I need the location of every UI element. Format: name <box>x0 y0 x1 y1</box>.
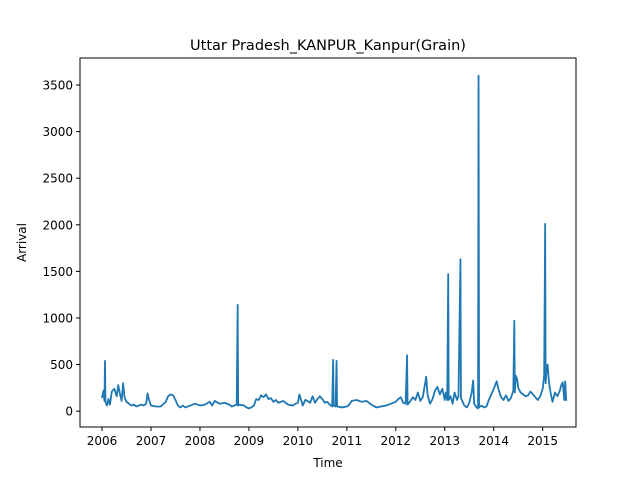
plot-area <box>79 57 577 428</box>
y-axis: 0 500 1000 1500 2000 2500 3000 3500 <box>42 79 80 419</box>
chart-title: Uttar Pradesh_KANPUR_Kanpur(Grain) <box>190 38 466 54</box>
x-tick-label: 2010 <box>283 434 314 448</box>
y-tick-label: 2500 <box>42 172 73 186</box>
x-tick-label: 2013 <box>430 434 461 448</box>
y-tick-label: 1000 <box>42 311 73 325</box>
x-tick-label: 2012 <box>381 434 412 448</box>
x-tick-label: 2007 <box>136 434 167 448</box>
x-tick-label: 2015 <box>527 434 558 448</box>
y-tick-label: 1500 <box>42 265 73 279</box>
series-line-arrival <box>101 74 568 410</box>
y-tick-label: 2000 <box>42 218 73 232</box>
x-axis-label: Time <box>312 456 342 470</box>
y-tick-label: 3000 <box>42 125 73 139</box>
x-tick-label: 2009 <box>234 434 265 448</box>
plot-background <box>80 58 576 427</box>
y-tick-label: 0 <box>65 405 73 419</box>
y-axis-label: Arrival <box>15 223 29 262</box>
y-tick-label: 3500 <box>42 79 73 93</box>
y-tick-label: 500 <box>50 358 73 372</box>
x-tick-label: 2008 <box>185 434 216 448</box>
x-tick-label: 2014 <box>478 434 509 448</box>
x-tick-label: 2011 <box>332 434 363 448</box>
x-axis: 2006 2007 2008 2009 2010 2011 2012 2013 2014 2015 <box>87 427 558 448</box>
x-tick-label: 2006 <box>87 434 118 448</box>
plot-frame <box>79 57 577 428</box>
